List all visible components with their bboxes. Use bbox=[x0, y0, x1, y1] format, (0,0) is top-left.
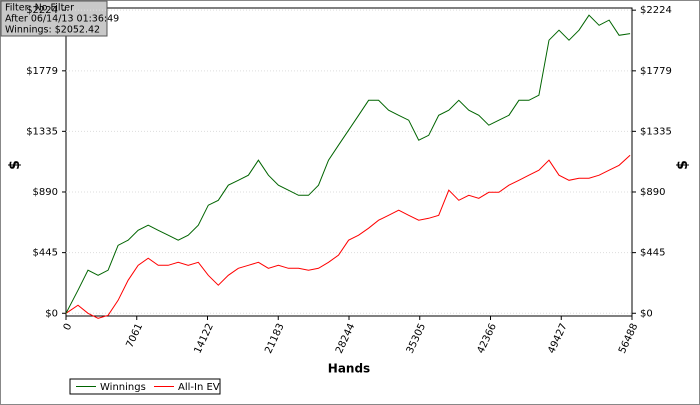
legend-label: All-In EV bbox=[178, 382, 220, 393]
info-text: Filter: No Filter bbox=[5, 3, 74, 14]
info-text: Winnings: $2052.42 bbox=[5, 25, 100, 36]
y-tick-label: $0 bbox=[45, 308, 58, 319]
y-tick-label: $890 bbox=[33, 187, 58, 198]
legend-label: Winnings bbox=[100, 382, 146, 393]
y-tick-label: $2224 bbox=[26, 5, 58, 16]
x-tick-label: 0 bbox=[62, 322, 75, 332]
info-box: Filter: No Filter After 06/14/13 01:36:4… bbox=[0, 0, 119, 37]
y2-tick-label: $1779 bbox=[640, 66, 672, 77]
legend bbox=[69, 378, 221, 395]
y-tick-label: $1779 bbox=[26, 66, 58, 77]
info-text: After 06/14/13 01:36:49 bbox=[5, 14, 119, 25]
series-line bbox=[65, 14, 631, 314]
y-tick-label: $445 bbox=[33, 248, 58, 259]
info-background bbox=[0, 0, 108, 37]
series-line bbox=[65, 154, 631, 319]
y2-axis-label: $ bbox=[675, 160, 691, 170]
y-tick-label: $1335 bbox=[26, 126, 58, 137]
y-axis-label: $ bbox=[7, 160, 23, 170]
y2-tick-label: $2224 bbox=[640, 5, 672, 16]
y2-tick-label: $890 bbox=[640, 187, 665, 198]
y2-tick-label: $445 bbox=[640, 248, 665, 259]
y2-tick-label: $0 bbox=[640, 308, 653, 319]
x-axis-label: Hands bbox=[328, 362, 370, 376]
y2-tick-label: $1335 bbox=[640, 126, 672, 137]
